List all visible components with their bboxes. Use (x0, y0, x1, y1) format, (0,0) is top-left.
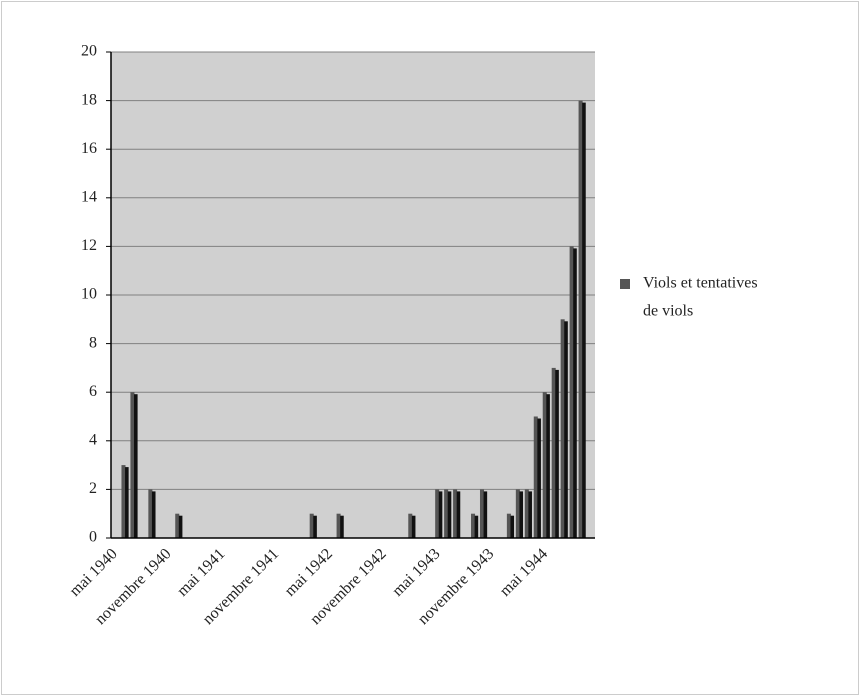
bar (309, 513, 314, 538)
bar-side (483, 491, 488, 538)
bar (444, 489, 449, 538)
bar-side (519, 491, 524, 538)
bar-side (528, 491, 532, 538)
bar (578, 100, 583, 538)
y-tick-label: 4 (89, 431, 97, 448)
bar-side (546, 394, 550, 538)
bar (148, 489, 153, 538)
bar (479, 489, 485, 538)
bar-side (313, 515, 317, 538)
y-tick-label: 18 (81, 91, 97, 108)
bar-side (151, 491, 156, 538)
bar (130, 392, 135, 538)
bar-side (340, 515, 344, 538)
bar-side (564, 321, 568, 538)
legend: Viols et tentatives de viols (620, 275, 758, 320)
bar (453, 489, 458, 538)
bar (551, 367, 556, 538)
bar (569, 246, 574, 538)
bar (560, 319, 565, 538)
bar (533, 416, 538, 538)
bar-side (125, 467, 129, 538)
bar (506, 513, 511, 538)
legend-swatch (620, 279, 630, 289)
bar (336, 513, 341, 538)
y-tick-label: 6 (89, 383, 97, 400)
y-tick-label: 16 (81, 140, 97, 157)
bar-side (411, 515, 416, 538)
bar (175, 513, 180, 538)
bar (121, 465, 126, 538)
legend-label: de viols (643, 303, 693, 320)
bar-side (573, 248, 577, 538)
bar-side (510, 515, 515, 538)
y-tick-label: 12 (81, 237, 97, 254)
bar-side (537, 418, 541, 538)
bar (515, 489, 520, 538)
bar-side (438, 491, 443, 538)
bar-side (447, 491, 452, 538)
bar (524, 489, 529, 538)
bar (408, 513, 413, 538)
y-tick-label: 2 (89, 480, 97, 497)
bar (471, 513, 476, 538)
y-tick-label: 20 (81, 43, 97, 60)
bar-side (134, 394, 138, 538)
y-tick-label: 8 (89, 334, 97, 351)
bar (435, 489, 440, 538)
y-tick-label: 10 (81, 286, 97, 303)
bar-side (555, 369, 559, 538)
y-tick-label: 14 (81, 188, 97, 205)
bar-side (456, 491, 461, 538)
y-tick-label: 0 (89, 529, 97, 546)
bar-side (582, 102, 586, 538)
legend-label: Viols et tentatives (643, 275, 758, 292)
bar-side (474, 515, 479, 538)
bar (542, 392, 547, 538)
bar-side (178, 515, 183, 538)
